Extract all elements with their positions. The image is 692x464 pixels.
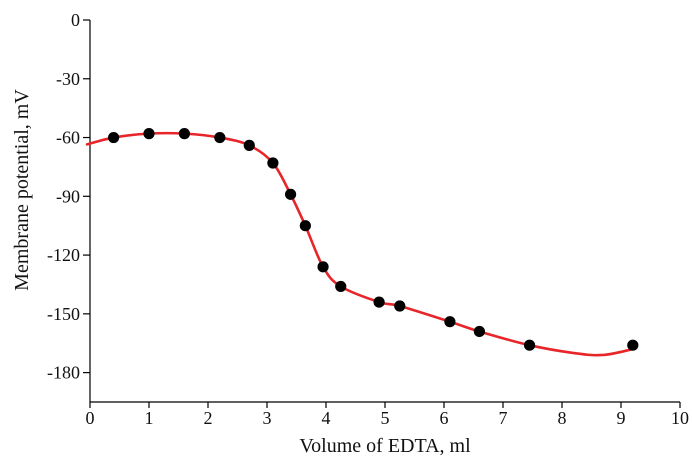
data-point: [524, 340, 535, 351]
x-axis-label: Volume of EDTA, ml: [299, 435, 471, 457]
data-point: [374, 296, 385, 307]
data-point: [627, 340, 638, 351]
x-tick-label: 6: [440, 408, 449, 428]
y-tick-label: -180: [47, 363, 80, 383]
y-tick-label: -60: [56, 128, 80, 148]
x-tick-label: 5: [381, 408, 390, 428]
x-tick-label: 9: [617, 408, 626, 428]
data-point: [285, 189, 296, 200]
y-tick-label: 0: [71, 10, 80, 30]
x-tick-label: 3: [263, 408, 272, 428]
data-point: [317, 261, 328, 272]
y-tick-label: -90: [56, 186, 80, 206]
data-point: [214, 132, 225, 143]
plot-area: 0 1 2 3 4 5 6 7 8 9 10 0 -30 -60 -90 -120 -150 -180: [47, 10, 689, 428]
data-point: [474, 326, 485, 337]
x-ticks: 0 1 2 3 4 5 6 7 8 9 10: [86, 402, 690, 428]
y-tick-label: -120: [47, 245, 80, 265]
x-tick-label: 7: [499, 408, 508, 428]
y-tick-label: -150: [47, 304, 80, 324]
y-tick-label: -30: [56, 69, 80, 89]
x-tick-label: 2: [204, 408, 213, 428]
data-point: [267, 157, 278, 168]
data-point: [335, 281, 346, 292]
x-tick-label: 0: [86, 408, 95, 428]
data-point: [143, 128, 154, 139]
fit-curve: [87, 133, 633, 355]
x-tick-label: 4: [322, 408, 331, 428]
data-point: [244, 140, 255, 151]
x-tick-label: 8: [558, 408, 567, 428]
data-point: [444, 316, 455, 327]
data-point: [179, 128, 190, 139]
data-point: [394, 300, 405, 311]
data-point: [108, 132, 119, 143]
y-axis-label: Membrane potential, mV: [11, 89, 33, 291]
y-ticks: 0 -30 -60 -90 -120 -150 -180: [47, 10, 90, 383]
data-points: [108, 128, 638, 351]
x-tick-label: 10: [671, 408, 689, 428]
x-tick-label: 1: [145, 408, 154, 428]
data-point: [300, 220, 311, 231]
